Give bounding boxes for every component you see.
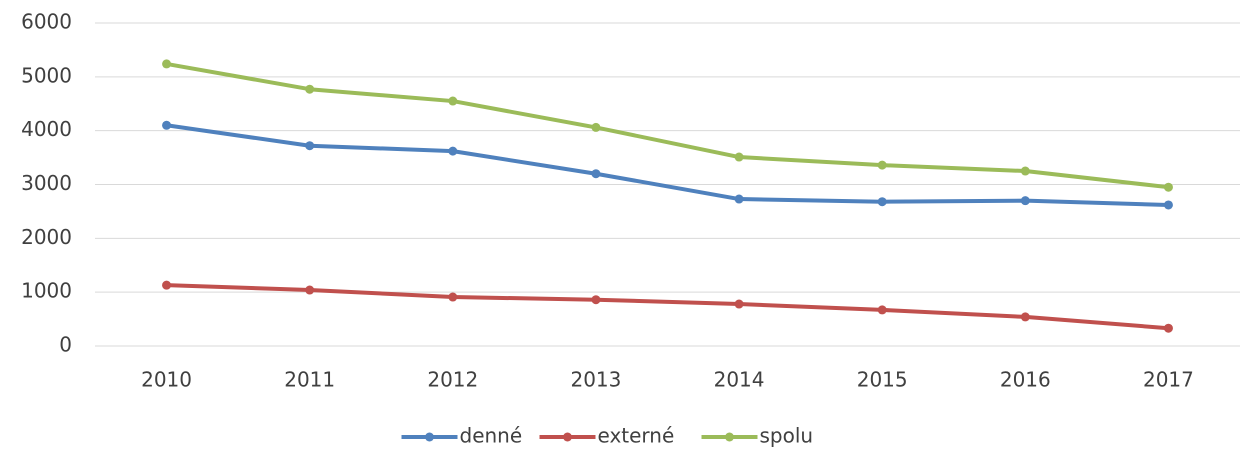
series-line [166,123,1169,207]
legend-marker [563,432,572,442]
legend-label: denné [460,424,523,448]
point [877,160,887,170]
point [448,96,458,106]
point [877,305,887,315]
x-tick-label: 2014 [714,368,765,392]
point [448,292,458,302]
point [1020,196,1030,206]
y-tick-label: 3000 [21,171,72,195]
point [591,169,601,179]
legend-label: externé [598,424,675,448]
point [1163,182,1173,192]
point [1020,166,1030,176]
x-tick-label: 2013 [570,368,621,392]
y-tick-label: 0 [59,333,72,357]
x-tick-label: 2011 [284,368,335,392]
point [162,59,172,69]
point [734,194,744,204]
point [877,197,887,207]
x-tick-label: 2012 [427,368,478,392]
point [162,280,172,290]
point [305,285,315,295]
x-tick-label: 2010 [141,368,192,392]
legend-label: spolu [760,424,814,448]
point [448,146,458,156]
x-tick-label: 2015 [857,368,908,392]
series-line [166,283,1169,331]
point [1163,200,1173,210]
y-tick-label: 6000 [21,10,72,34]
y-tick-label: 5000 [21,63,72,87]
point [734,299,744,309]
point [305,141,315,151]
y-tick-label: 2000 [21,225,72,249]
x-tick-label: 2016 [1000,368,1051,392]
legend-marker [725,432,734,442]
point [1020,312,1030,322]
point [734,152,744,162]
y-tick-label: 4000 [21,117,72,141]
legend-marker [425,432,434,442]
y-tick-label: 1000 [21,279,72,303]
point [162,120,172,130]
series-line [166,61,1169,190]
point [591,295,601,305]
point [305,84,315,94]
point [591,122,601,132]
x-tick-label: 2017 [1143,368,1194,392]
point [1163,323,1173,333]
